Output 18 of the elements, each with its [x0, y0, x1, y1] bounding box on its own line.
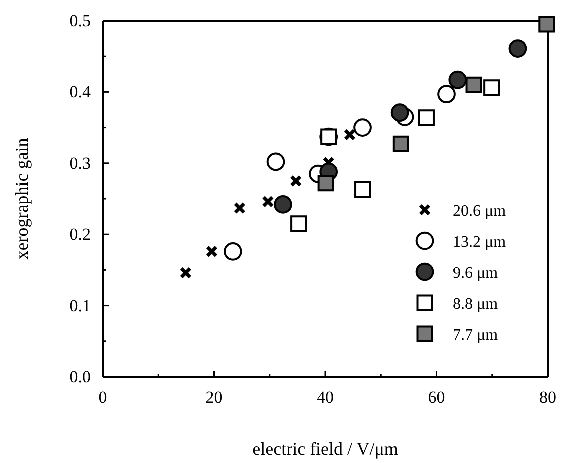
- y-tick-label: 0.2: [70, 225, 91, 244]
- legend-label: 7.7 μm: [453, 327, 499, 344]
- legend-label: 9.6 μm: [453, 265, 499, 282]
- legend-label: 13.2 μm: [453, 234, 507, 251]
- legend-label: 20.6 μm: [453, 203, 507, 220]
- y-tick-label: 0.3: [70, 154, 91, 173]
- y-tick-label: 0.4: [70, 82, 92, 102]
- x-tick-label: 20: [206, 388, 223, 408]
- y-tick-label: 0.0: [70, 367, 91, 386]
- x-tick-label: 0: [98, 388, 108, 408]
- x-tick-label: 80: [540, 388, 556, 408]
- y-tick-label: 0.5: [70, 11, 91, 30]
- legend-label: 8.8 μm: [453, 296, 499, 313]
- x-tick-label: 60: [428, 388, 446, 408]
- y-axis-title: xerographic gain: [12, 138, 32, 260]
- x-tick-label: 40: [317, 388, 334, 408]
- x-axis-title: electric field / V/μm: [252, 439, 398, 459]
- y-tick-label: 0.1: [70, 296, 91, 316]
